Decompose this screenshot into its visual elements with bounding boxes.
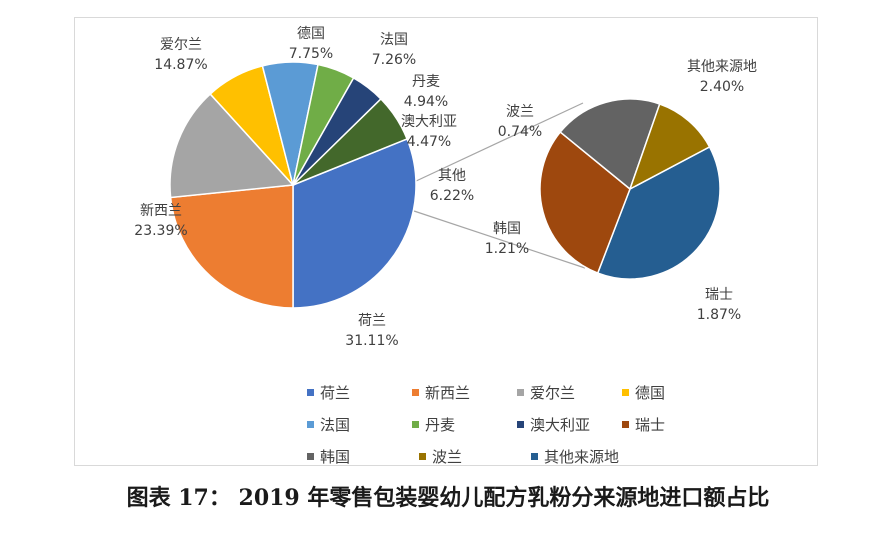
legend-label: 荷兰 — [320, 383, 351, 402]
main-pie-slice-value-1: 23.39% — [134, 223, 187, 239]
main-pie-slice-name-4: 法国 — [380, 32, 408, 48]
legend-label: 丹麦 — [425, 415, 456, 434]
main-pie-slice-name-0: 荷兰 — [358, 313, 386, 329]
legend-swatch — [622, 420, 629, 428]
legend-label: 韩国 — [320, 447, 351, 466]
main-pie-slice-value-6: 4.47% — [407, 134, 451, 150]
main-pie-slice-name-1: 新西兰 — [140, 203, 182, 219]
legend-label: 法国 — [320, 415, 351, 434]
legend-item: 波兰 — [419, 446, 531, 467]
legend-swatch — [412, 388, 419, 396]
legend-label: 瑞士 — [635, 415, 666, 434]
legend-swatch — [412, 420, 419, 428]
secondary-pie-slice-value-2: 1.21% — [485, 241, 529, 257]
secondary-pie-slice-0 — [596, 145, 721, 280]
secondary-pie-slice-name-0: 其他来源地 — [687, 59, 757, 75]
main-pie-slice-value-7: 6.22% — [430, 188, 474, 204]
chart-legend: 荷兰 新西兰 爱尔兰 德国法国 丹麦 澳大利亚 瑞士韩国 波兰 其他来源地 — [307, 376, 727, 472]
legend-swatch — [307, 420, 314, 428]
legend-item: 爱尔兰 — [517, 382, 622, 403]
secondary-pie-slice-name-1: 瑞士 — [705, 287, 733, 303]
secondary-pie-slice-name-3: 波兰 — [506, 104, 534, 120]
secondary-pie-slice-1 — [539, 131, 631, 274]
pie-of-pie-chart: 荷兰 31.11% 新西兰 23.39% 爱尔兰 14.87% 德国 7.75% 法国 7.26%… — [134, 26, 757, 349]
legend-swatch — [517, 388, 524, 396]
legend-item: 德国 — [622, 382, 727, 403]
connector-line-bottom — [413, 210, 586, 269]
main-pie-slice-2 — [169, 92, 295, 199]
main-pie-slice-0 — [292, 137, 417, 309]
main-pie-slice-value-5: 4.94% — [404, 94, 448, 110]
legend-item: 新西兰 — [412, 382, 517, 403]
legend-label: 其他来源地 — [544, 447, 620, 466]
legend-row: 法国 丹麦 澳大利亚 瑞士 — [307, 408, 727, 440]
secondary-pie-slice-value-1: 1.87% — [697, 307, 741, 323]
main-pie-slice-name-6: 澳大利亚 — [401, 114, 457, 130]
legend-item: 澳大利亚 — [517, 414, 622, 435]
main-pie-slice-value-0: 31.11% — [345, 333, 398, 349]
secondary-pie-slice-value-3: 0.74% — [498, 124, 542, 140]
legend-item: 其他来源地 — [531, 446, 643, 467]
legend-item: 荷兰 — [307, 382, 412, 403]
legend-label: 爱尔兰 — [530, 383, 576, 402]
legend-row: 荷兰 新西兰 爱尔兰 德国 — [307, 376, 727, 408]
connector-line-top — [413, 102, 584, 183]
legend-row: 韩国 波兰 其他来源地 — [307, 440, 727, 472]
main-pie-slice-name-7: 其他 — [438, 168, 466, 184]
secondary-pie-slice-name-2: 韩国 — [493, 221, 521, 237]
legend-label: 德国 — [635, 383, 666, 402]
legend-item: 瑞士 — [622, 414, 727, 435]
main-pie-slice-1 — [169, 184, 294, 309]
legend-swatch — [531, 452, 538, 460]
main-pie-slice-name-5: 丹麦 — [412, 74, 440, 90]
main-pie-slice-value-3: 7.75% — [289, 46, 333, 62]
main-pie-slice-name-2: 爱尔兰 — [160, 37, 202, 53]
legend-item: 法国 — [307, 414, 412, 435]
legend-swatch — [307, 388, 314, 396]
legend-label: 澳大利亚 — [530, 415, 591, 434]
legend-label: 波兰 — [432, 447, 463, 466]
main-pie-slice-7 — [292, 97, 409, 186]
legend-swatch — [517, 420, 524, 428]
legend-swatch — [622, 388, 629, 396]
main-pie-slice-value-4: 7.26% — [372, 52, 416, 68]
main-pie-slice-value-2: 14.87% — [154, 57, 207, 73]
legend-swatch — [419, 452, 426, 460]
legend-item: 韩国 — [307, 446, 419, 467]
secondary-pie-slice-3 — [628, 103, 711, 191]
main-pie-slice-name-3: 德国 — [297, 26, 325, 42]
secondary-pie-slice-2 — [559, 98, 661, 191]
legend-item: 丹麦 — [412, 414, 517, 435]
legend-label: 新西兰 — [425, 383, 471, 402]
secondary-pie-slice-value-0: 2.40% — [700, 79, 744, 95]
legend-swatch — [307, 452, 314, 460]
figure-caption: 图表 17： 2019 年零售包装婴幼儿配方乳粉分来源地进口额占比 — [126, 485, 770, 511]
chart-frame: 荷兰 31.11% 新西兰 23.39% 爱尔兰 14.87% 德国 7.75% 法国 7.26%… — [74, 17, 818, 466]
